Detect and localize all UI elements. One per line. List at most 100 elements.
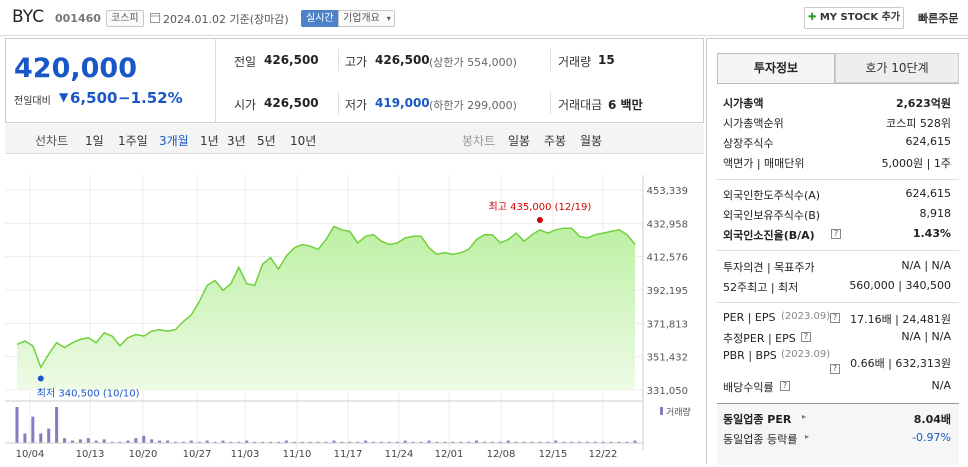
foreign-hold-label: 외국인보유주식수(B) (723, 209, 821, 222)
volume-bar (459, 441, 463, 443)
x-tick-label: 11/10 (283, 449, 312, 460)
chevron-right-icon[interactable]: ▸ (805, 432, 810, 441)
volume-bar (324, 441, 328, 443)
quick-order-link[interactable]: 빠른주문 (918, 12, 959, 25)
row-divider (717, 302, 959, 303)
volume-bar (78, 439, 82, 443)
tab-candle-2[interactable]: 월봉 (580, 134, 603, 148)
high-value: 426,500 (375, 53, 430, 67)
volume-bar (150, 439, 154, 443)
price-area (17, 226, 635, 390)
mystock-add-button[interactable]: ✚ MY STOCK 추가 (804, 7, 904, 29)
volume-bar (411, 441, 415, 443)
rank-value: 코스피 528위 (886, 117, 951, 130)
chevron-down-icon: ▾ (386, 14, 391, 23)
shares-label: 상장주식수 (723, 137, 774, 150)
y-tick-label: 432,958 (647, 219, 688, 230)
amount-label: 거래대금 (558, 98, 603, 112)
volume-bar (617, 441, 621, 443)
volume-bar (467, 441, 471, 443)
volume-legend: 거래량 (666, 406, 691, 418)
chevron-right-icon[interactable]: ▸ (802, 412, 807, 421)
price-chart: 453,339 432,958 412,576 392,195 371,813 351,4… (5, 155, 704, 464)
volume-bar (562, 441, 566, 443)
tab-candle-1[interactable]: 주봉 (544, 134, 567, 148)
divider (550, 49, 551, 71)
tab-period-5[interactable]: 5년 (257, 134, 276, 148)
div-value: N/A (931, 379, 951, 392)
volume-bar (284, 440, 288, 443)
volume-bar (332, 440, 336, 443)
tab-period-0[interactable]: 1일 (85, 134, 104, 148)
volume-bar (245, 440, 249, 443)
tab-candle-0[interactable]: 일봉 (508, 134, 531, 148)
x-tick-label: 10/27 (183, 449, 212, 460)
volume-bar (316, 441, 320, 443)
rank-label: 시가총액순위 (723, 117, 784, 130)
sector-rate-value: -0.97% (912, 431, 951, 444)
sector-per-label: 동일업종 PER (723, 413, 792, 426)
sector-per-value: 8.04배 (913, 413, 951, 426)
volume-bar (609, 441, 613, 443)
volume-bar (213, 441, 217, 443)
tab-orderbook[interactable]: 호가 10단계 (835, 53, 959, 83)
volume-bar (261, 441, 265, 443)
volume-bar (435, 441, 439, 443)
company-name[interactable]: BYC (12, 7, 45, 27)
volume-bar (126, 440, 130, 443)
realtime-badge[interactable]: 실시간 (301, 10, 339, 27)
current-price: 420,000 (14, 53, 137, 84)
volume-bar (292, 441, 296, 443)
company-info-dropdown[interactable]: 기업개요 ▾ (338, 10, 395, 27)
tab-period-2[interactable]: 3개월 (159, 134, 189, 148)
volume-bar (86, 438, 90, 443)
volume-bar (118, 441, 122, 443)
volume-value: 15 (598, 53, 615, 67)
help-icon[interactable]: ? (801, 332, 811, 342)
volume-bar (63, 438, 67, 443)
volume-bar (94, 440, 98, 443)
tab-period-4[interactable]: 3년 (227, 134, 246, 148)
volume-bar (300, 441, 304, 443)
volume-bar (578, 441, 582, 443)
help-icon[interactable]: ? (830, 313, 840, 323)
line-chart-label: 선차트 (35, 134, 69, 148)
volume-bar (403, 440, 407, 443)
help-icon[interactable]: ? (830, 364, 840, 374)
tab-invest-info[interactable]: 투자정보 (717, 53, 835, 83)
x-tick-label: 11/24 (385, 449, 414, 460)
compare-label: 전일대비 (14, 96, 51, 107)
right-panel: 투자정보 호가 10단계 시가총액 2,623억원 시가총액순위 코스피 528위 상장… (706, 38, 968, 465)
divider (550, 92, 551, 114)
volume-bar (443, 441, 447, 443)
y-tick-label: 453,339 (647, 186, 688, 197)
prev-close-value: 426,500 (264, 53, 319, 67)
help-icon[interactable]: ? (831, 229, 841, 239)
volume-bar (166, 440, 170, 443)
tab-period-1[interactable]: 1주일 (118, 134, 148, 148)
per-label: PER | EPS (723, 311, 776, 324)
y-tick-label: 392,195 (647, 286, 688, 297)
volume-bar (364, 440, 368, 443)
volume-bar (55, 407, 59, 443)
est-per-value: N/A | N/A (901, 330, 951, 343)
down-arrow-icon: ▼ (59, 90, 69, 104)
volume-bar (427, 440, 431, 443)
volume-bar (522, 441, 526, 443)
divider (338, 49, 339, 71)
foreign-ratio-label: 외국인소진율(B/A) (723, 229, 815, 242)
x-tick-label: 12/15 (539, 449, 568, 460)
volume-bar (102, 439, 106, 443)
price-panel: 420,000 전일대비 ▼ 6,500 −1.52% (6, 39, 216, 122)
tab-period-6[interactable]: 10년 (290, 134, 317, 148)
volume-bar (538, 441, 542, 443)
high-label: 고가 (345, 55, 368, 69)
low-annotation: 최저 340,500 (10/10) (37, 388, 140, 400)
help-icon[interactable]: ? (780, 381, 790, 391)
pbr-value: 0.66배 | 632,313원 (850, 357, 951, 370)
tab-period-3[interactable]: 1년 (200, 134, 219, 148)
market-badge: 코스피 (106, 10, 144, 27)
x-tick-label: 10/04 (16, 449, 45, 460)
prev-close-label: 전일 (234, 55, 257, 69)
calendar-icon (150, 11, 160, 23)
